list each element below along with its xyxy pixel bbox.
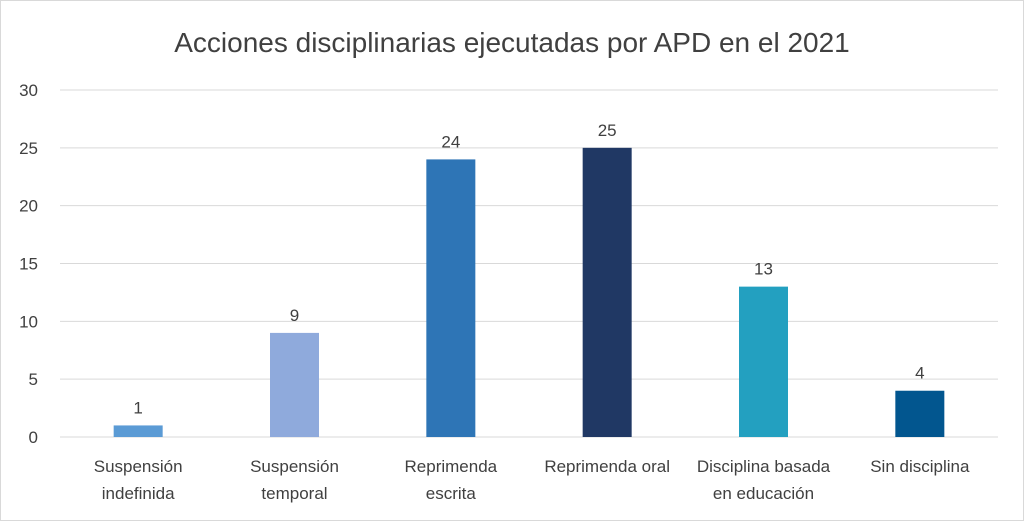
x-tick-label: Disciplina basada: [697, 457, 831, 476]
bar: [426, 159, 476, 437]
x-tick-label: Sin disciplina: [870, 457, 970, 476]
bar: [739, 286, 788, 437]
chart-title: Acciones disciplinarias ejecutadas por A…: [174, 27, 850, 58]
bar: [582, 147, 632, 438]
x-axis-ticks: Suspensión indefinida Suspensión temporal Re…: [94, 457, 970, 503]
data-label: 1: [133, 398, 142, 417]
x-tick-label: Suspensión: [250, 457, 339, 476]
y-tick-label: 25: [19, 139, 38, 158]
y-tick-label: 15: [19, 255, 38, 274]
x-tick-label: temporal: [261, 484, 327, 503]
y-tick-label: 5: [29, 370, 38, 389]
data-label: 13: [754, 260, 773, 279]
x-tick-label: escrita: [426, 484, 477, 503]
x-tick-label: Suspensión: [94, 457, 183, 476]
x-tick-label: Reprimenda: [405, 457, 498, 476]
bars: [113, 147, 945, 438]
data-label: 25: [598, 121, 617, 140]
data-label: 9: [290, 306, 299, 325]
y-axis-ticks: 0 5 10 15 20 25 30: [19, 81, 38, 447]
x-tick-label: Reprimenda oral: [544, 457, 670, 476]
data-labels: 1 9 24 25 13 4: [133, 121, 924, 418]
y-tick-label: 20: [19, 197, 38, 216]
bar: [113, 425, 163, 437]
y-tick-label: 0: [29, 428, 38, 447]
x-tick-label: indefinida: [102, 484, 175, 503]
y-tick-label: 30: [19, 81, 38, 100]
data-label: 4: [915, 364, 924, 383]
gridlines: [60, 89, 998, 438]
bar: [895, 390, 945, 437]
data-label: 24: [441, 132, 460, 151]
bar: [270, 332, 319, 437]
x-tick-label: en educación: [713, 484, 814, 503]
y-tick-label: 10: [19, 312, 38, 331]
